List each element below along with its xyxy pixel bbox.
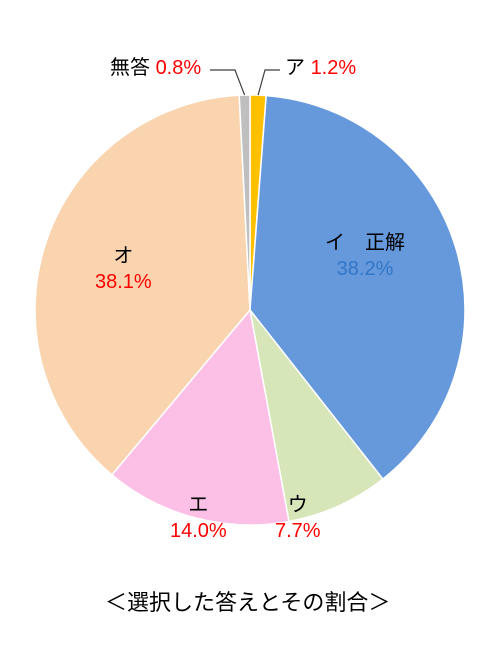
- label-i-name: イ 正解: [325, 230, 405, 256]
- label-i: イ 正解 38.2%: [325, 230, 405, 282]
- label-a-pct: 1.2%: [311, 57, 357, 79]
- label-e-pct: 14.0%: [170, 518, 227, 544]
- label-e-name: エ: [170, 492, 227, 518]
- label-o: オ 38.1%: [95, 243, 152, 295]
- label-mu-pct: 0.8%: [156, 57, 202, 79]
- pie-chart-container: 無答 0.8% ア 1.2% イ 正解 38.2% ウ 7.7% エ 14.0%…: [0, 0, 500, 660]
- label-mu-name: 無答: [110, 57, 150, 79]
- label-o-pct: 38.1%: [95, 269, 152, 295]
- leader-line: [258, 70, 280, 95]
- label-u: ウ 7.7%: [275, 492, 321, 544]
- label-i-pct: 38.2%: [325, 256, 405, 282]
- label-mu: 無答 0.8%: [110, 55, 201, 81]
- label-u-name: ウ: [275, 492, 321, 518]
- label-a: ア 1.2%: [285, 55, 356, 81]
- label-u-pct: 7.7%: [275, 518, 321, 544]
- label-a-name: ア: [285, 57, 305, 79]
- label-e: エ 14.0%: [170, 492, 227, 544]
- label-o-name: オ: [95, 243, 152, 269]
- chart-caption: ＜選択した答えとその割合＞: [105, 585, 390, 617]
- pie-chart-svg: [0, 0, 500, 660]
- leader-line: [210, 70, 245, 95]
